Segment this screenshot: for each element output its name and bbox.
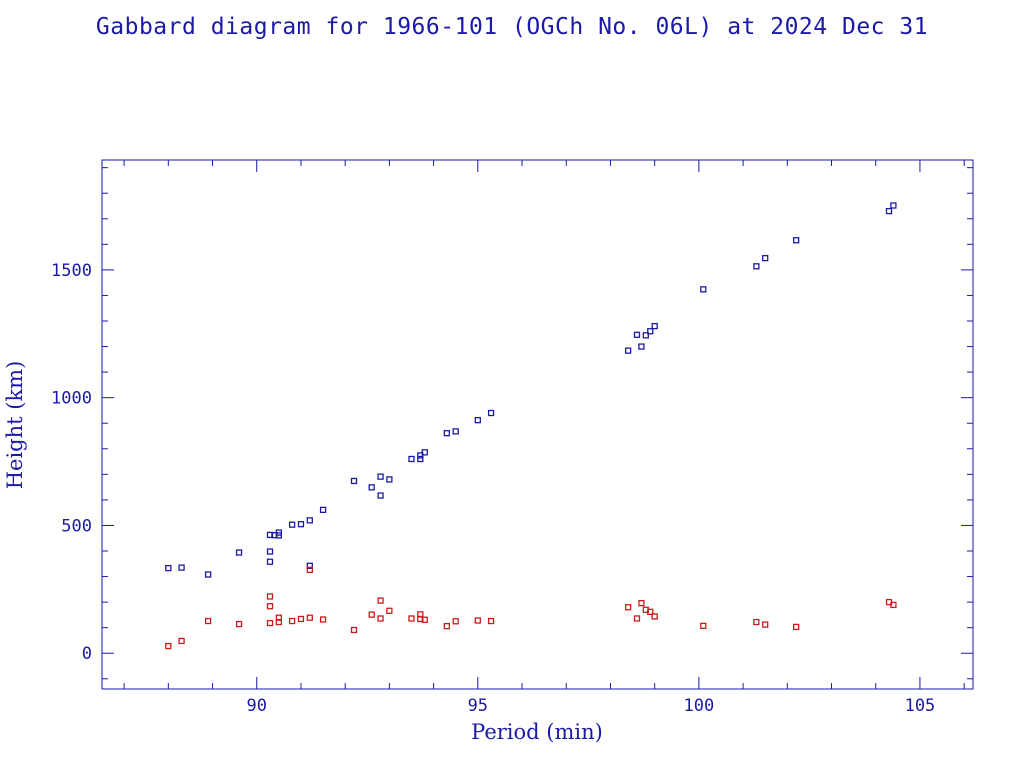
- perigee-point: [266, 593, 274, 600]
- perigee-point: [204, 617, 212, 625]
- plot-frame: [101, 159, 974, 690]
- perigee-point: [368, 611, 375, 618]
- y-tick-label: 0: [82, 644, 92, 664]
- apogee-point: [647, 328, 654, 335]
- perigee-point: [266, 619, 274, 627]
- perigee-point: [266, 603, 274, 610]
- apogee-point: [235, 549, 243, 556]
- perigee-point: [753, 618, 760, 626]
- perigee-point: [443, 622, 451, 630]
- y-tick-label: 500: [61, 516, 92, 536]
- apogee-point: [762, 254, 769, 262]
- perigee-point: [165, 642, 172, 650]
- perigee-point: [638, 599, 645, 607]
- apogee-point: [642, 332, 649, 339]
- x-axis-label: Period (min): [471, 720, 603, 744]
- apogee-point: [377, 473, 384, 480]
- apogee-point: [624, 347, 632, 354]
- perigee-point: [474, 617, 481, 624]
- x-tick-label: 100: [684, 696, 715, 716]
- apogee-point: [165, 564, 172, 572]
- perigee-point: [792, 623, 800, 631]
- apogee-point: [792, 237, 800, 244]
- apogee-point: [474, 417, 481, 424]
- y-tick-label: 1500: [51, 261, 92, 281]
- apogee-point: [700, 286, 707, 293]
- perigee-point: [624, 604, 632, 611]
- apogee-point: [443, 430, 451, 437]
- apogee-point: [633, 331, 641, 338]
- apogee-point: [386, 476, 393, 483]
- chart-title: Gabbard diagram for 1966-101 (OGCh No. 0…: [95, 14, 929, 40]
- perigee-point: [275, 614, 283, 621]
- x-tick-label: 105: [905, 696, 936, 716]
- apogee-point: [408, 455, 415, 463]
- apogee-point: [266, 548, 274, 555]
- perigee-point: [890, 601, 897, 609]
- apogee-point: [297, 521, 305, 528]
- perigee-point: [386, 607, 393, 614]
- y-tick-label: 1000: [51, 389, 92, 409]
- axis-ticks: [102, 160, 973, 689]
- apogee-point: [885, 207, 893, 215]
- apogee-point: [368, 484, 375, 491]
- perigee-point: [275, 618, 283, 626]
- apogee-point: [306, 517, 313, 524]
- perigee-point: [487, 617, 495, 625]
- apogee-point: [452, 428, 459, 435]
- perigee-point: [235, 620, 243, 628]
- apogee-point: [487, 409, 495, 417]
- perigee-point: [408, 615, 415, 622]
- x-tick-label: 95: [468, 696, 488, 716]
- apogee-point: [266, 558, 274, 565]
- apogee-point: [651, 322, 658, 330]
- x-tick-label: 90: [247, 696, 267, 716]
- tick-labels: 90 95 100 105 0 500 1000 1500: [51, 261, 935, 716]
- data-points: [165, 202, 897, 650]
- perigee-point: [377, 597, 384, 604]
- apogee-point: [288, 521, 296, 528]
- apogee-point: [421, 449, 428, 456]
- apogee-point: [350, 477, 358, 485]
- apogee-point: [306, 562, 313, 569]
- apogee-point: [319, 506, 327, 514]
- apogee-point: [204, 571, 212, 578]
- apogee-point: [753, 263, 760, 270]
- apogee-point: [890, 202, 897, 209]
- perigee-point: [178, 637, 185, 645]
- perigee-point: [306, 566, 313, 574]
- perigee-point: [421, 616, 428, 623]
- perigee-point: [700, 622, 707, 630]
- apogee-point: [178, 564, 185, 571]
- apogee-point: [417, 455, 424, 463]
- perigee-point: [377, 615, 384, 622]
- perigee-point: [306, 614, 313, 621]
- perigee-point: [651, 613, 658, 620]
- perigee-point: [452, 618, 459, 625]
- perigee-point: [762, 621, 769, 628]
- perigee-point: [319, 616, 327, 623]
- perigee-point: [350, 626, 358, 634]
- apogee-point: [377, 492, 384, 499]
- apogee-point: [275, 529, 283, 536]
- apogee-point: [638, 343, 645, 350]
- y-axis-label: Height (km): [3, 361, 27, 490]
- perigee-point: [297, 615, 305, 623]
- perigee-point: [647, 608, 654, 615]
- perigee-point: [288, 617, 296, 625]
- perigee-point: [633, 615, 641, 622]
